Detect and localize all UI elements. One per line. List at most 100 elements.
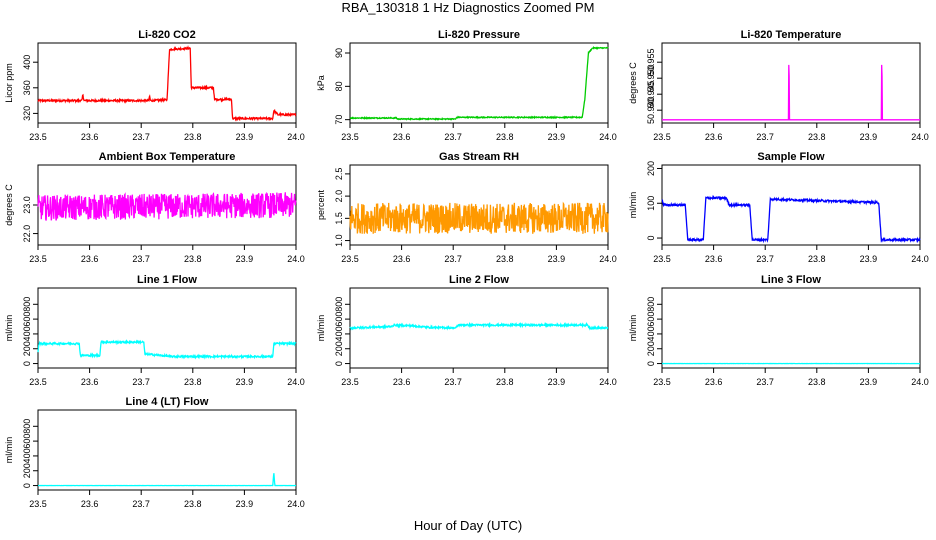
x-tick-label: 23.8 [808, 254, 826, 264]
chart-title: Line 3 Flow [761, 274, 821, 286]
figure-x-axis-label: Hour of Day (UTC) [413, 518, 523, 533]
x-tick-label: 23.7 [132, 377, 150, 387]
x-tick-label: 23.8 [808, 132, 826, 142]
x-tick-label: 24.0 [911, 254, 929, 264]
y-tick-label: 320 [22, 106, 32, 121]
plot-frame [349, 42, 609, 124]
y-tick-label: 600 [22, 434, 32, 449]
y-axis-label: ml/min [628, 192, 638, 219]
y-axis-label: ml/min [4, 315, 14, 342]
y-tick-label: 400 [646, 326, 656, 341]
x-tick-label: 24.0 [911, 377, 929, 387]
y-tick-label: 50.945 [646, 80, 656, 108]
x-tick-label: 23.8 [496, 254, 514, 264]
x-tick-label: 23.7 [132, 499, 150, 509]
chart-panel-rh: Gas Stream RH 23.5 23.6 23.7 23.8 23.9 24.0 1.0… [316, 151, 617, 264]
x-tick-label: 23.6 [81, 499, 99, 509]
x-tick-label: 23.8 [184, 499, 202, 509]
series-line-ambient [37, 191, 297, 221]
chart-title: Line 1 Flow [137, 274, 197, 286]
x-tick-label: 23.9 [236, 132, 254, 142]
x-tick-label: 24.0 [287, 254, 305, 264]
series-line-line2 [349, 321, 609, 331]
x-tick-label: 23.6 [393, 377, 411, 387]
y-tick-label: 600 [334, 312, 344, 327]
chart-title: Li-820 Temperature [741, 29, 842, 41]
y-tick-label: 800 [646, 297, 656, 312]
plot-frame [37, 409, 297, 491]
y-tick-label: 200 [334, 341, 344, 356]
x-tick-label: 24.0 [287, 132, 305, 142]
y-axis-label: Licor ppm [4, 63, 14, 103]
y-tick-label: 400 [22, 55, 32, 70]
y-tick-label: 0 [646, 236, 656, 241]
figure-title: RBA_130318 1 Hz Diagnostics Zoomed PM [341, 0, 595, 15]
series-line-sample [661, 194, 921, 244]
x-tick-label: 23.6 [81, 254, 99, 264]
y-tick-label: 50.950 [646, 64, 656, 92]
x-tick-label: 23.5 [341, 132, 359, 142]
y-tick-label: 22.0 [22, 225, 32, 243]
chart-title: Li-820 CO2 [138, 29, 195, 41]
series-line-line1 [37, 339, 297, 360]
x-tick-label: 23.7 [132, 254, 150, 264]
x-tick-label: 23.7 [756, 254, 774, 264]
x-tick-label: 23.9 [548, 132, 566, 142]
x-tick-label: 23.6 [705, 254, 723, 264]
y-axis-label: degrees C [4, 184, 14, 226]
x-tick-label: 23.8 [496, 132, 514, 142]
y-axis-label: ml/min [628, 315, 638, 342]
x-tick-label: 23.5 [341, 254, 359, 264]
chart-panel-sample: Sample Flow 23.5 23.6 23.7 23.8 23.9 24.0 0 100 2… [628, 151, 929, 264]
series-line-rh [349, 201, 609, 234]
x-tick-label: 23.6 [81, 377, 99, 387]
y-tick-label: 0 [22, 483, 32, 488]
plot-frame [349, 164, 609, 246]
x-tick-label: 24.0 [599, 377, 617, 387]
y-tick-label: 200 [646, 161, 656, 176]
x-tick-label: 23.6 [705, 132, 723, 142]
x-tick-label: 24.0 [287, 499, 305, 509]
plot-frame [349, 287, 609, 369]
y-tick-label: 600 [22, 312, 32, 327]
x-tick-label: 24.0 [287, 377, 305, 387]
x-tick-label: 23.8 [184, 377, 202, 387]
chart-title: Line 4 (LT) Flow [126, 396, 209, 408]
x-tick-label: 23.9 [860, 254, 878, 264]
y-tick-label: 80 [334, 81, 344, 91]
x-tick-label: 23.5 [29, 254, 47, 264]
y-tick-label: 50.955 [646, 48, 656, 76]
x-tick-label: 23.7 [132, 132, 150, 142]
x-tick-label: 23.9 [548, 254, 566, 264]
x-tick-label: 23.5 [29, 377, 47, 387]
x-tick-label: 23.5 [29, 132, 47, 142]
y-tick-label: 2.0 [334, 190, 344, 203]
x-tick-label: 23.8 [496, 377, 514, 387]
x-tick-label: 23.7 [444, 132, 462, 142]
plot-frame [661, 287, 921, 369]
chart-title: Ambient Box Temperature [99, 151, 236, 163]
x-tick-label: 24.0 [911, 132, 929, 142]
x-tick-label: 23.8 [184, 132, 202, 142]
y-axis-label: kPa [316, 75, 326, 91]
series-line-temperature [662, 64, 920, 121]
series-line-line4 [37, 473, 297, 487]
y-tick-label: 50.940 [646, 96, 656, 124]
y-tick-label: 400 [22, 326, 32, 341]
y-tick-label: 0 [646, 361, 656, 366]
chart-title: Line 2 Flow [449, 274, 509, 286]
y-tick-label: 2.5 [334, 168, 344, 181]
x-tick-label: 23.6 [81, 132, 99, 142]
x-tick-label: 23.9 [860, 132, 878, 142]
y-tick-label: 70 [334, 115, 344, 125]
chart-panel-pressure: Li-820 Pressure 23.5 23.6 23.7 23.8 23.9 24.0 7… [316, 29, 617, 142]
y-axis-label: ml/min [4, 437, 14, 464]
x-tick-label: 23.9 [548, 377, 566, 387]
x-tick-label: 23.7 [756, 132, 774, 142]
y-tick-label: 100 [646, 196, 656, 211]
y-tick-label: 400 [22, 448, 32, 463]
chart-panel-ambient: Ambient Box Temperature 23.5 23.6 23.7 23.8 2… [4, 151, 305, 264]
y-tick-label: 600 [646, 312, 656, 327]
y-tick-label: 800 [22, 297, 32, 312]
